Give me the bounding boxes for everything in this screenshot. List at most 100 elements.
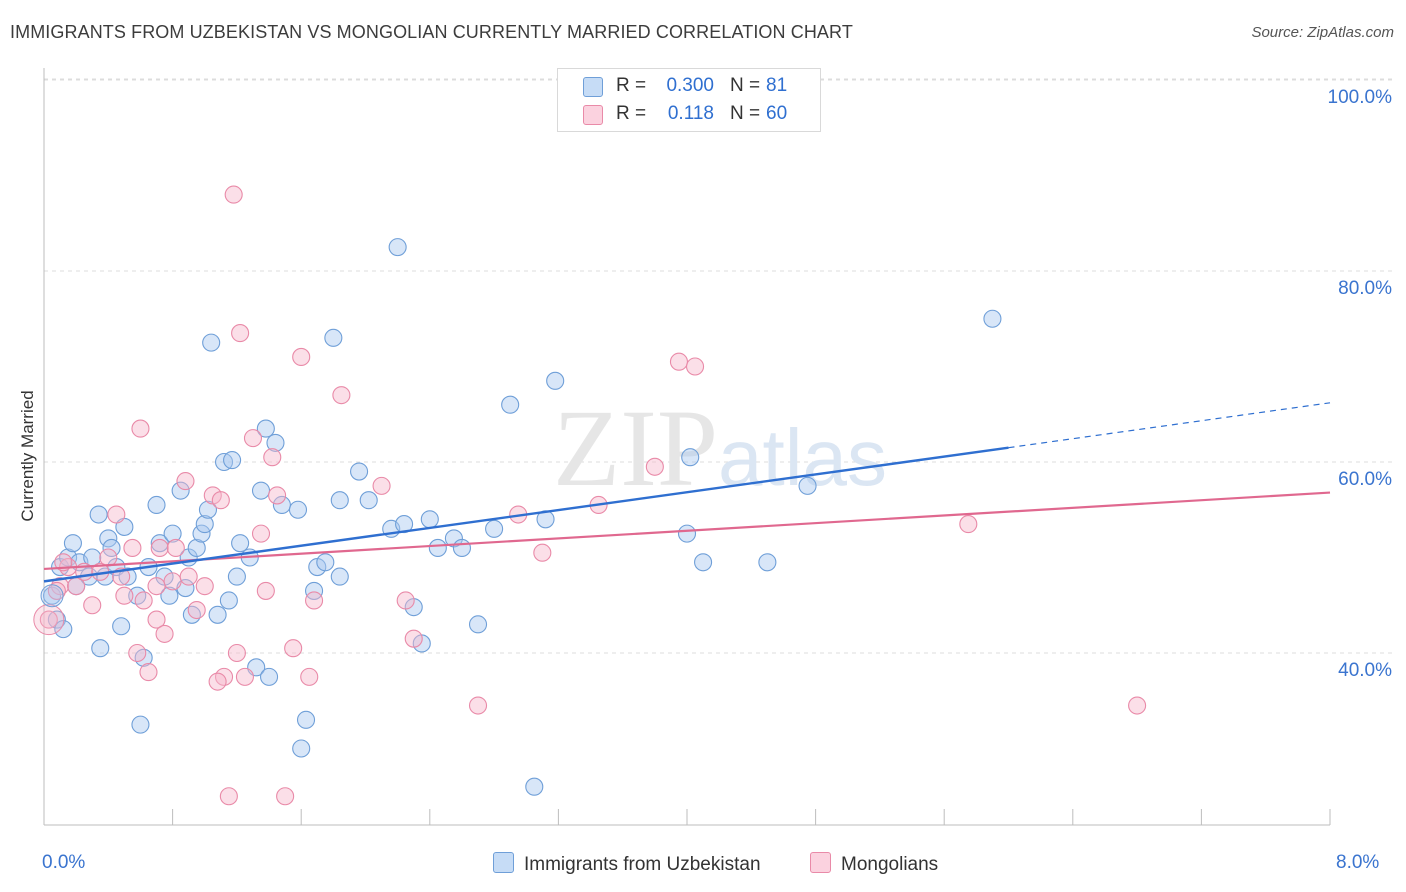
mongolian-point — [276, 787, 295, 806]
uzbekistan-point — [758, 553, 777, 572]
mongolian-point — [1128, 696, 1147, 715]
mongolian-point — [227, 643, 246, 663]
uzbekistan-point — [118, 567, 137, 586]
watermark-atlas: atlas — [718, 413, 887, 502]
correlation-legend: R = 0.300 N = 81 R = 0.118 N = 60 — [557, 68, 821, 132]
mongolian-point — [243, 429, 263, 448]
uzbekistan-point — [292, 739, 311, 758]
uzbekistan-point — [288, 500, 308, 519]
uzbekistan-point — [256, 419, 275, 438]
uzbekistan-point — [63, 534, 82, 553]
mongolian-point — [251, 524, 271, 543]
mongolian-point-cluster — [33, 604, 65, 636]
mongolian-point — [176, 472, 195, 491]
x-tick-max: 8.0% — [1336, 852, 1380, 873]
mongolian-point — [332, 386, 351, 405]
data-points — [33, 185, 1147, 806]
legend-row-mongolians: R = 0.118 N = 60 — [558, 100, 820, 128]
r-value: 0.118 — [667, 103, 714, 124]
y-tick-60: 60.0% — [1338, 469, 1392, 490]
uzbekistan-point — [231, 534, 250, 553]
watermark: ZIPatlas — [553, 387, 887, 509]
uzbekistan-point — [681, 448, 700, 467]
mongolian-point — [147, 610, 166, 629]
legend-swatch-uzbekistan — [493, 852, 514, 873]
legend-label-mongolians: Mongolians — [841, 854, 939, 875]
mongolian-point — [292, 347, 311, 367]
mongolian-point — [235, 667, 254, 686]
uzbekistan-point — [171, 481, 190, 500]
legend-item-uzbekistan: Immigrants from Uzbekistan — [493, 852, 761, 876]
mongolian-point — [685, 357, 705, 376]
mongolian-point — [219, 787, 238, 806]
uzbekistan-point — [316, 553, 335, 572]
uzbekistan-point — [694, 553, 713, 572]
n-label: N = — [730, 75, 761, 96]
uzbekistan-trend-line — [43, 446, 1009, 583]
legend-swatch-mongolians — [583, 105, 603, 125]
mongolian-point — [134, 591, 153, 610]
uzbekistan-point-cluster — [40, 584, 64, 608]
mongolian-point — [131, 419, 150, 438]
mongolian-point — [123, 538, 142, 558]
n-label: N = — [730, 103, 761, 124]
uzbekistan-point — [546, 371, 565, 390]
mongolian-point — [187, 600, 206, 620]
mongolian-point — [179, 567, 198, 586]
uzbekistan-point — [187, 538, 206, 558]
uzbekistan-point — [102, 538, 121, 558]
mongolian-point — [147, 577, 166, 596]
mongolian-point — [300, 667, 319, 686]
legend-swatch-mongolians — [810, 852, 831, 873]
y-tick-80: 80.0% — [1338, 278, 1392, 299]
mongolian-point — [268, 486, 287, 505]
mongolian-point — [83, 596, 102, 615]
uzbekistan-point — [350, 462, 369, 481]
mongolian-point — [39, 610, 58, 629]
axes — [43, 68, 1331, 826]
uzbekistan-point — [388, 238, 407, 257]
uzbekistan-point — [420, 510, 439, 529]
mongolian-point — [163, 572, 182, 591]
uzbekistan-point — [259, 667, 279, 686]
uzbekistan-point — [160, 586, 179, 605]
mongolian-point — [155, 624, 174, 643]
uzbekistan-point — [324, 328, 343, 347]
uzbekistan-point — [163, 524, 182, 543]
uzbekistan-point — [99, 529, 118, 548]
mongolian-point — [396, 591, 415, 610]
trend-lines — [43, 402, 1331, 583]
gridlines — [44, 78, 1392, 654]
mongolian-point — [305, 591, 324, 610]
mongolian-point — [195, 577, 214, 596]
y-tick-100: 100.0% — [1327, 87, 1392, 108]
mongolian-point — [284, 639, 303, 658]
y-tick-40: 40.0% — [1338, 660, 1392, 681]
uzbekistan-point — [208, 605, 227, 624]
mongolian-point — [51, 577, 70, 596]
uzbekistan-point — [147, 495, 166, 515]
watermark-zip: ZIP — [553, 387, 718, 509]
mongolian-point — [166, 538, 185, 558]
legend-item-mongolians: Mongolians — [810, 852, 938, 876]
mongolian-point — [645, 457, 664, 476]
mongolian-point — [99, 548, 118, 567]
uzbekistan-point — [330, 567, 349, 586]
r-label: R = — [616, 103, 647, 124]
mongolian-point — [211, 491, 230, 510]
n-value: 60 — [766, 103, 788, 124]
uzbekistan-point — [296, 710, 316, 729]
legend-row-uzbekistan: R = 0.300 N = 81 — [558, 72, 820, 100]
uzbekistan-point — [798, 476, 817, 495]
uzbekistan-point — [983, 309, 1002, 328]
mongolian-trend-line — [43, 491, 1331, 571]
uzbekistan-point — [227, 567, 246, 586]
mongolian-point — [150, 538, 169, 558]
uzbekistan-trend-extension — [1008, 402, 1331, 449]
uzbekistan-point — [192, 524, 211, 543]
uzbekistan-point — [131, 715, 150, 734]
uzbekistan-point — [223, 451, 242, 470]
uzbekistan-point — [485, 519, 504, 538]
mongolian-point — [372, 476, 391, 495]
uzbekistan-point — [219, 591, 238, 610]
